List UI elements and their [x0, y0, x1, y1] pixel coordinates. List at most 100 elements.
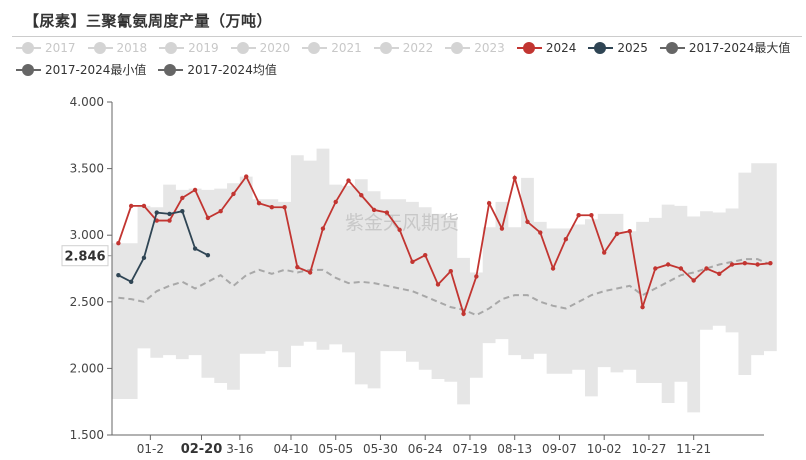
legend-item-2017-2024均值[interactable]: 2017-2024均值	[158, 62, 277, 78]
legend-swatch-icon	[230, 41, 256, 55]
x-tick-label: 10-27	[632, 442, 667, 456]
legend-item-2023[interactable]: 2023	[445, 40, 505, 56]
legend-item-2018[interactable]: 2018	[87, 40, 148, 56]
legend-label: 2023	[474, 41, 505, 55]
title-divider	[12, 36, 802, 37]
data-point-2024	[180, 195, 185, 201]
data-point-2024	[474, 274, 479, 279]
legend-label: 2022	[402, 41, 434, 55]
legend-item-2024[interactable]: 2024	[516, 40, 577, 56]
data-point-2024	[550, 266, 556, 271]
data-point-2024	[461, 311, 466, 316]
data-point-2024	[167, 218, 172, 223]
highlight-value-label: 2.846	[64, 250, 105, 265]
data-point-2024	[269, 205, 275, 210]
legend-item-2021[interactable]: 2021	[302, 40, 362, 56]
legend-label: 2020	[259, 41, 291, 55]
x-tick-label: 06-24	[408, 442, 443, 456]
y-tick-label: 3.500	[70, 162, 104, 176]
data-point-2024	[128, 203, 134, 209]
data-point-2024	[589, 213, 594, 218]
data-point-2024	[755, 262, 760, 267]
y-tick-label: 4.000	[70, 95, 104, 109]
legend-item-2025[interactable]: 2025	[588, 40, 648, 56]
legend-label: 2021	[331, 41, 362, 55]
legend-label: 2017-2024均值	[187, 63, 277, 77]
legend-label: 2018	[116, 41, 148, 55]
series-line-mean	[118, 258, 771, 317]
data-point-2024	[538, 230, 543, 235]
legend-label: 2024	[545, 41, 577, 55]
data-point-2024	[423, 252, 428, 258]
x-tick-label: 11-21	[676, 442, 711, 456]
y-tick-label: 2.000	[70, 361, 104, 375]
legend-swatch-icon	[588, 41, 614, 55]
max-min-band	[112, 148, 777, 413]
data-point-2025	[141, 255, 147, 261]
data-point-2024	[717, 271, 722, 277]
data-point-2024	[525, 219, 530, 225]
data-point-2024	[410, 259, 415, 265]
legend-label: 2017-2024最小值	[45, 63, 147, 77]
legend-item-2017-2024最大值[interactable]: 2017-2024最大值	[659, 40, 790, 56]
x-tick-label: 02-20	[181, 442, 223, 457]
legend-swatch-icon	[659, 41, 685, 55]
data-point-2024	[384, 210, 390, 215]
legend-label: 2025	[617, 41, 648, 55]
data-point-2024	[244, 174, 249, 179]
legend-swatch-icon	[87, 41, 113, 55]
data-point-2024	[486, 201, 492, 206]
x-tick-label: 01-2	[137, 442, 164, 456]
series-line-2024	[117, 174, 771, 317]
x-tick-label: 05-05	[318, 442, 353, 456]
data-point-2024	[691, 278, 696, 283]
data-point-2024	[640, 304, 645, 310]
data-point-2024	[678, 266, 684, 271]
legend-swatch-icon	[373, 41, 399, 55]
data-point-2024	[346, 178, 351, 183]
data-point-2024	[448, 268, 453, 274]
x-tick-label: 10-02	[587, 442, 622, 456]
data-point-2024	[627, 229, 632, 234]
x-tick-label: 07-19	[453, 442, 488, 456]
data-point-2024	[563, 236, 569, 242]
data-point-2024	[653, 266, 658, 271]
x-tick-label: 09-07	[542, 442, 577, 456]
legend-swatch-icon	[16, 41, 41, 55]
legend-item-2017-2024最小值[interactable]: 2017-2024最小值	[16, 62, 146, 78]
x-tick-label: 04-10	[274, 442, 309, 456]
data-point-2024	[141, 203, 147, 209]
legend-item-2017[interactable]: 2017	[16, 40, 76, 56]
data-point-2025	[192, 246, 198, 251]
y-tick-label: 3.000	[70, 228, 104, 242]
legend-swatch-icon	[516, 41, 542, 55]
data-point-2024	[192, 187, 198, 193]
legend-label: 2017	[45, 41, 76, 55]
legend-swatch-icon	[445, 41, 471, 55]
data-point-2024	[435, 282, 441, 287]
legend-item-2019[interactable]: 2019	[159, 40, 219, 56]
legend-item-2022[interactable]: 2022	[373, 40, 434, 56]
y-tick-label: 1.500	[70, 428, 104, 442]
legend-label: 2019	[188, 41, 219, 55]
data-point-2025	[116, 272, 121, 278]
data-point-2024	[614, 231, 620, 237]
legend-swatch-icon	[159, 41, 185, 55]
legend-item-2020[interactable]: 2020	[230, 40, 291, 56]
data-point-2024	[371, 207, 377, 213]
legend-swatch-icon	[158, 63, 184, 77]
data-point-2024	[601, 250, 607, 255]
x-tick-label: 05-30	[363, 442, 398, 456]
data-point-2025	[167, 211, 172, 217]
legend-swatch-icon	[16, 63, 41, 77]
data-point-2025	[128, 279, 134, 285]
x-tick-label: 3-16	[226, 442, 253, 456]
data-point-2024	[576, 213, 581, 218]
data-point-2024	[729, 262, 735, 267]
data-point-2024	[320, 226, 326, 231]
data-point-2024	[742, 260, 748, 266]
data-point-2024	[704, 266, 709, 271]
data-point-2025	[180, 209, 185, 214]
